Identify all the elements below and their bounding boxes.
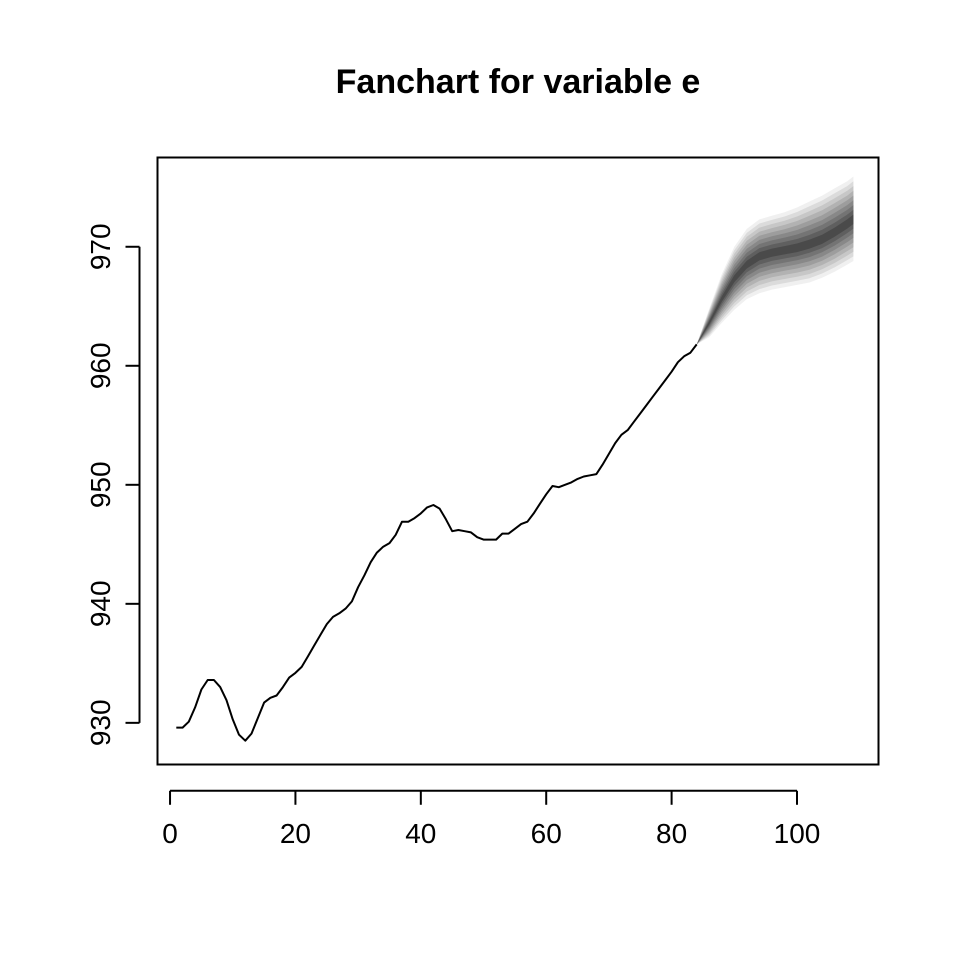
y-tick-label: 970 bbox=[85, 223, 116, 270]
x-tick-label: 60 bbox=[531, 818, 562, 849]
x-tick-label: 40 bbox=[405, 818, 436, 849]
plot-frame bbox=[156, 156, 880, 766]
fan-bands bbox=[696, 176, 854, 345]
x-axis: 0 20 40 60 80 100 bbox=[162, 789, 821, 849]
chart-title: Fanchart for variable e bbox=[336, 63, 701, 101]
x-tick-label: 0 bbox=[162, 818, 178, 849]
series-lines bbox=[176, 343, 698, 742]
y-tick-label: 940 bbox=[85, 580, 116, 627]
y-tick-label: 950 bbox=[85, 461, 116, 508]
x-tick-label: 100 bbox=[774, 818, 821, 849]
x-tick-label: 80 bbox=[656, 818, 687, 849]
y-tick-label: 960 bbox=[85, 342, 116, 389]
y-axis: 930 940 950 960 970 bbox=[85, 223, 141, 746]
y-tick-label: 930 bbox=[85, 699, 116, 746]
x-tick-label: 20 bbox=[280, 818, 311, 849]
series-line bbox=[176, 343, 698, 742]
fan-band bbox=[696, 214, 854, 345]
